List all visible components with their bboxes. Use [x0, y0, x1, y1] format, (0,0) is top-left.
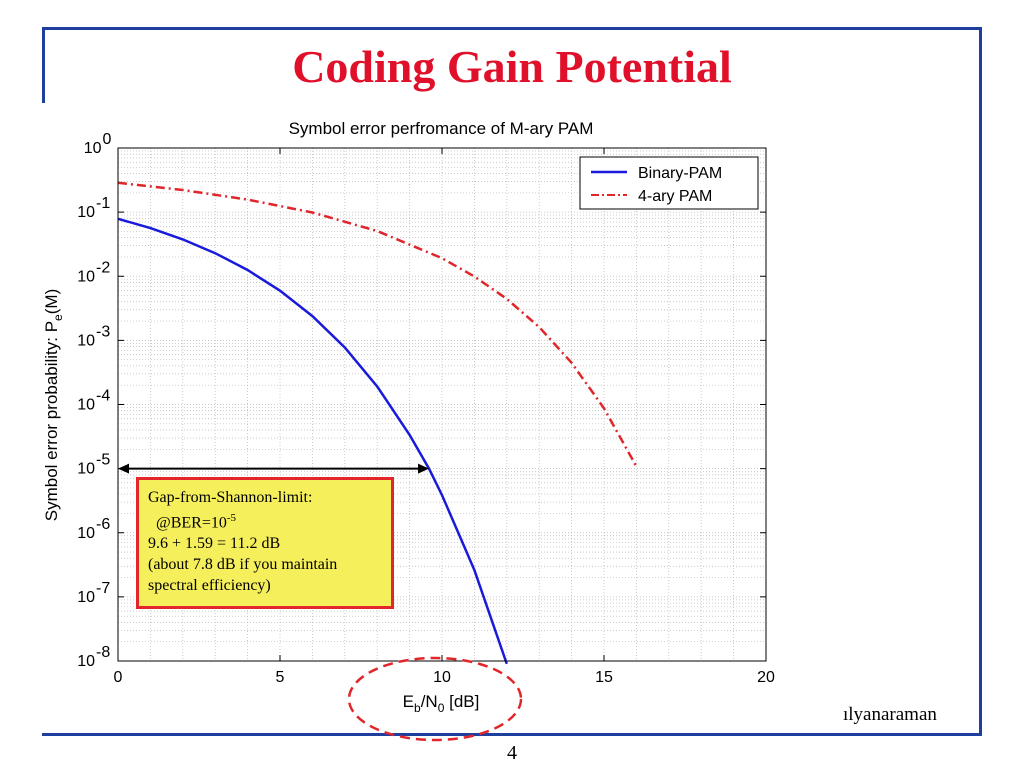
y-tick-exponent: -7: [96, 580, 110, 597]
legend: Binary-PAM 4-ary PAM: [579, 156, 759, 210]
annotation-line-2: @BER=10-5: [148, 508, 391, 533]
x-tick-label: 0: [114, 669, 123, 686]
y-tick-label: 10: [77, 461, 95, 478]
x-tick-label: 15: [595, 669, 613, 686]
frame-left-line: [42, 27, 45, 103]
x-tick-label: 5: [276, 669, 285, 686]
y-tick-exponent: 0: [103, 131, 112, 148]
y-tick-label: 10: [77, 204, 95, 221]
y-tick-exponent: -5: [96, 452, 110, 469]
gap-arrow-head-right: [418, 463, 430, 474]
y-tick-exponent: -3: [96, 323, 110, 340]
x-tick-label: 20: [757, 669, 775, 686]
y-tick-label: 10: [77, 525, 95, 542]
slide-title: Coding Gain Potential: [292, 41, 732, 92]
annotation-line-1: Gap-from-Shannon-limit:: [148, 489, 313, 506]
chart-title: Symbol error perfromance of M-ary PAM: [289, 119, 594, 138]
x-tick-labels: 0 5 10 15 20: [114, 669, 775, 686]
y-tick-label: 10: [77, 332, 95, 349]
y-tick-exponent: -8: [96, 644, 110, 661]
series-4ary-pam: [117, 181, 638, 468]
series-layer: [117, 181, 638, 665]
grid: [117, 148, 767, 662]
highlight-ellipse: [347, 656, 523, 742]
tick-layer: [117, 147, 767, 662]
y-tick-exponent: -1: [96, 195, 110, 212]
footer-author: ılyanaraman: [843, 704, 937, 725]
y-tick-label: 10: [77, 397, 95, 414]
legend-box: [579, 156, 759, 210]
frame-right-line: [979, 27, 982, 733]
annotation-ber-exp: -5: [226, 512, 237, 524]
annotation-line-4: (about 7.8 dB if you maintain: [148, 556, 338, 574]
gap-arrow-head-left: [118, 463, 129, 474]
y-tick-label: 10: [77, 268, 95, 285]
gap-arrow: [118, 463, 430, 474]
legend-label-binary: Binary-PAM: [638, 165, 722, 182]
y-tick-exponent: -4: [96, 388, 110, 405]
y-tick-label: 10: [77, 653, 95, 670]
annotation-ber: @BER=10: [156, 514, 227, 532]
x-tick-label: 10: [433, 669, 451, 686]
page-number: 4: [507, 742, 517, 764]
annotation-line-3: 9.6 + 1.59 = 11.2 dB: [148, 535, 281, 553]
y-tick-label: 10: [77, 589, 95, 606]
frame-top-line: [42, 27, 982, 30]
y-tick-label: 10: [84, 140, 102, 157]
x-axis-label: Eb/N0 [dB]: [403, 692, 480, 715]
y-tick-exponent: -2: [96, 259, 110, 276]
annotation-line-5: spectral efficiency): [148, 577, 271, 595]
series-binary-pam: [117, 217, 508, 665]
annotation-box: Gap-from-Shannon-limit: @BER=10-5 9.6 + …: [136, 477, 394, 609]
frame-bottom-line: [42, 733, 982, 736]
y-axis-label: Symbol error probability: Pe(M): [42, 289, 65, 521]
y-tick-exponent: -6: [96, 516, 110, 533]
legend-label-4ary: 4-ary PAM: [638, 188, 712, 205]
